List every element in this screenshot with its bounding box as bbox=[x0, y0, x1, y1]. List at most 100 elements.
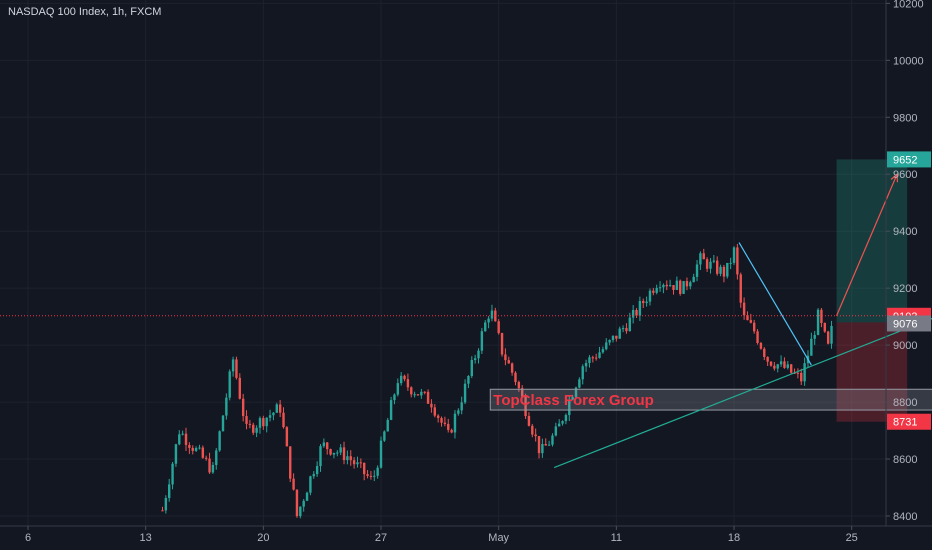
candle-body bbox=[628, 317, 631, 332]
candle-body bbox=[258, 418, 262, 428]
candle-body bbox=[275, 404, 278, 413]
candle-body bbox=[534, 434, 537, 437]
candle-body bbox=[262, 418, 265, 427]
candle-body bbox=[685, 281, 689, 287]
candle-body bbox=[326, 442, 329, 450]
candle-body bbox=[568, 399, 571, 416]
candle-body bbox=[339, 447, 342, 453]
candle-body bbox=[679, 280, 682, 294]
y-tick-label: 9000 bbox=[893, 340, 917, 352]
candle-body bbox=[658, 287, 662, 289]
candle-body bbox=[423, 391, 426, 393]
candle-body bbox=[514, 372, 517, 383]
candle-body bbox=[584, 362, 588, 367]
x-tick-label: 6 bbox=[25, 532, 31, 544]
candle-body bbox=[749, 320, 753, 323]
candle-body bbox=[403, 375, 406, 380]
candle-body bbox=[574, 387, 578, 398]
candle-body bbox=[672, 285, 675, 290]
candle-body bbox=[716, 260, 719, 274]
candle-body bbox=[712, 260, 716, 262]
candle-body bbox=[803, 363, 806, 382]
candle-body bbox=[662, 284, 665, 288]
candle-body bbox=[689, 282, 692, 287]
candle-body bbox=[164, 498, 168, 511]
candle-body bbox=[312, 474, 315, 477]
y-tick-label: 8400 bbox=[893, 511, 917, 523]
chart-drawings[interactable]: TopClass Forex Group bbox=[0, 159, 932, 469]
x-tick-label: 25 bbox=[846, 532, 858, 544]
candle-body bbox=[625, 328, 628, 332]
price-tag bbox=[887, 413, 931, 430]
candle-body bbox=[605, 342, 608, 350]
price-tags: 9652910390768731 bbox=[887, 151, 931, 430]
candle-body bbox=[779, 361, 783, 365]
candle-body bbox=[773, 365, 776, 369]
candle-body bbox=[319, 446, 322, 467]
candle-body bbox=[221, 415, 225, 432]
candle-body bbox=[517, 382, 521, 389]
candle-body bbox=[366, 474, 369, 476]
x-tick-label: 13 bbox=[140, 532, 152, 544]
candle-body bbox=[363, 462, 366, 475]
candle-body bbox=[594, 357, 598, 359]
candle-body bbox=[359, 462, 363, 464]
candle-body bbox=[668, 285, 672, 287]
candle-body bbox=[591, 357, 595, 359]
candle-body bbox=[776, 364, 779, 369]
candle-body bbox=[786, 364, 790, 368]
y-tick-label: 9400 bbox=[893, 226, 917, 238]
candle-body bbox=[238, 377, 242, 399]
candle-body bbox=[389, 400, 393, 420]
candle-body bbox=[231, 359, 235, 372]
price-tag bbox=[887, 315, 931, 332]
candle-body bbox=[450, 429, 453, 433]
support-trendline bbox=[553, 317, 932, 469]
price-tag-label: 9652 bbox=[893, 154, 917, 166]
candle-body bbox=[699, 253, 702, 265]
candle-body bbox=[655, 287, 658, 293]
candle-body bbox=[601, 349, 605, 353]
candle-body bbox=[598, 352, 601, 358]
candle-body bbox=[719, 266, 722, 274]
y-tick-label: 9800 bbox=[893, 112, 917, 124]
candle-body bbox=[473, 358, 477, 361]
candle-body bbox=[356, 462, 359, 465]
candle-body bbox=[184, 433, 188, 445]
candle-body bbox=[248, 423, 252, 425]
candle-body bbox=[578, 379, 581, 388]
candle-body bbox=[336, 452, 339, 454]
candle-body bbox=[705, 259, 709, 269]
candle-body bbox=[228, 371, 231, 398]
loss-zone bbox=[836, 322, 908, 422]
candle-body bbox=[393, 394, 396, 401]
x-tick-label: 18 bbox=[728, 532, 740, 544]
candle-body bbox=[426, 391, 430, 404]
candle-body bbox=[810, 338, 813, 356]
candle-body bbox=[769, 361, 773, 366]
candle-body bbox=[379, 440, 383, 468]
candle-body bbox=[638, 300, 642, 316]
candle-body bbox=[510, 363, 514, 373]
candle-body bbox=[268, 415, 272, 418]
candle-body bbox=[692, 276, 695, 283]
candle-body bbox=[631, 310, 635, 318]
candle-body bbox=[487, 318, 490, 323]
y-tick-label: 8800 bbox=[893, 397, 917, 409]
candle-body bbox=[201, 447, 205, 458]
candle-body bbox=[278, 404, 282, 413]
candle-body bbox=[255, 427, 258, 433]
candle-body bbox=[299, 506, 302, 517]
price-axis[interactable]: 8400 8600 8800 9000 9200 9400 9600 9800 10000 102… bbox=[885, 0, 924, 526]
price-tag bbox=[887, 151, 931, 168]
candlestick-series bbox=[161, 243, 833, 519]
candle-body bbox=[783, 361, 786, 368]
candle-body bbox=[329, 449, 332, 455]
candle-body bbox=[561, 421, 564, 424]
time-axis[interactable]: 6 13 20 27 May 11 18 25 bbox=[0, 525, 932, 544]
candle-body bbox=[285, 427, 289, 447]
candle-body bbox=[507, 360, 510, 364]
candle-body bbox=[480, 331, 484, 351]
candle-body bbox=[551, 435, 554, 445]
